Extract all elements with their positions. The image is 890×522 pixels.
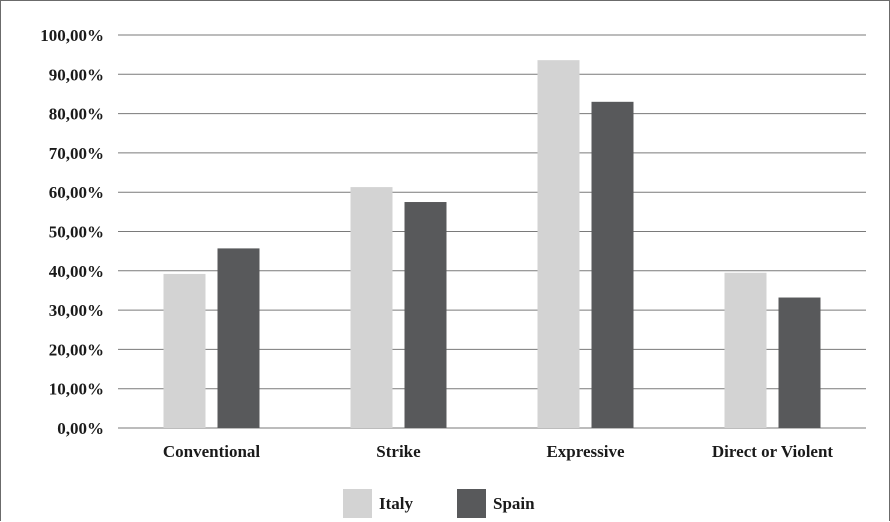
- y-tick-label: 30,00%: [49, 301, 104, 320]
- y-tick-label: 70,00%: [49, 144, 104, 163]
- x-category-label: Direct or Violent: [712, 442, 834, 461]
- y-tick-label: 90,00%: [49, 65, 104, 84]
- y-tick-label: 40,00%: [49, 262, 104, 281]
- bar-spain-direct-or-violent: [778, 297, 821, 428]
- bar-italy-conventional: [163, 273, 206, 428]
- bar-spain-expressive: [591, 101, 634, 428]
- legend: Italy Spain: [343, 489, 535, 518]
- legend-label-italy: Italy: [379, 494, 414, 513]
- y-tick-label: 80,00%: [49, 105, 104, 124]
- x-category-label: Expressive: [546, 442, 625, 461]
- bar-italy-expressive: [537, 60, 580, 428]
- bar-italy-strike: [350, 187, 393, 428]
- y-tick-label: 20,00%: [49, 340, 104, 359]
- legend-label-spain: Spain: [493, 494, 535, 513]
- x-category-label: Conventional: [163, 442, 261, 461]
- y-tick-label: 60,00%: [49, 183, 104, 202]
- y-axis-tick-labels: 0,00% 10,00% 20,00% 30,00% 40,00% 50,00% 60,00…: [40, 26, 104, 438]
- x-axis-category-labels: Conventional Strike Expressive Direct or Vi…: [163, 442, 834, 461]
- y-tick-label: 100,00%: [40, 26, 104, 45]
- y-tick-label: 0,00%: [57, 419, 104, 438]
- bar-spain-conventional: [217, 248, 260, 428]
- bar-spain-strike: [404, 202, 447, 428]
- bars: [163, 60, 821, 428]
- y-tick-label: 50,00%: [49, 223, 104, 242]
- legend-swatch-italy: [343, 489, 372, 518]
- y-tick-label: 10,00%: [49, 380, 104, 399]
- legend-swatch-spain: [457, 489, 486, 518]
- bar-italy-direct-or-violent: [724, 272, 767, 428]
- x-category-label: Strike: [376, 442, 421, 461]
